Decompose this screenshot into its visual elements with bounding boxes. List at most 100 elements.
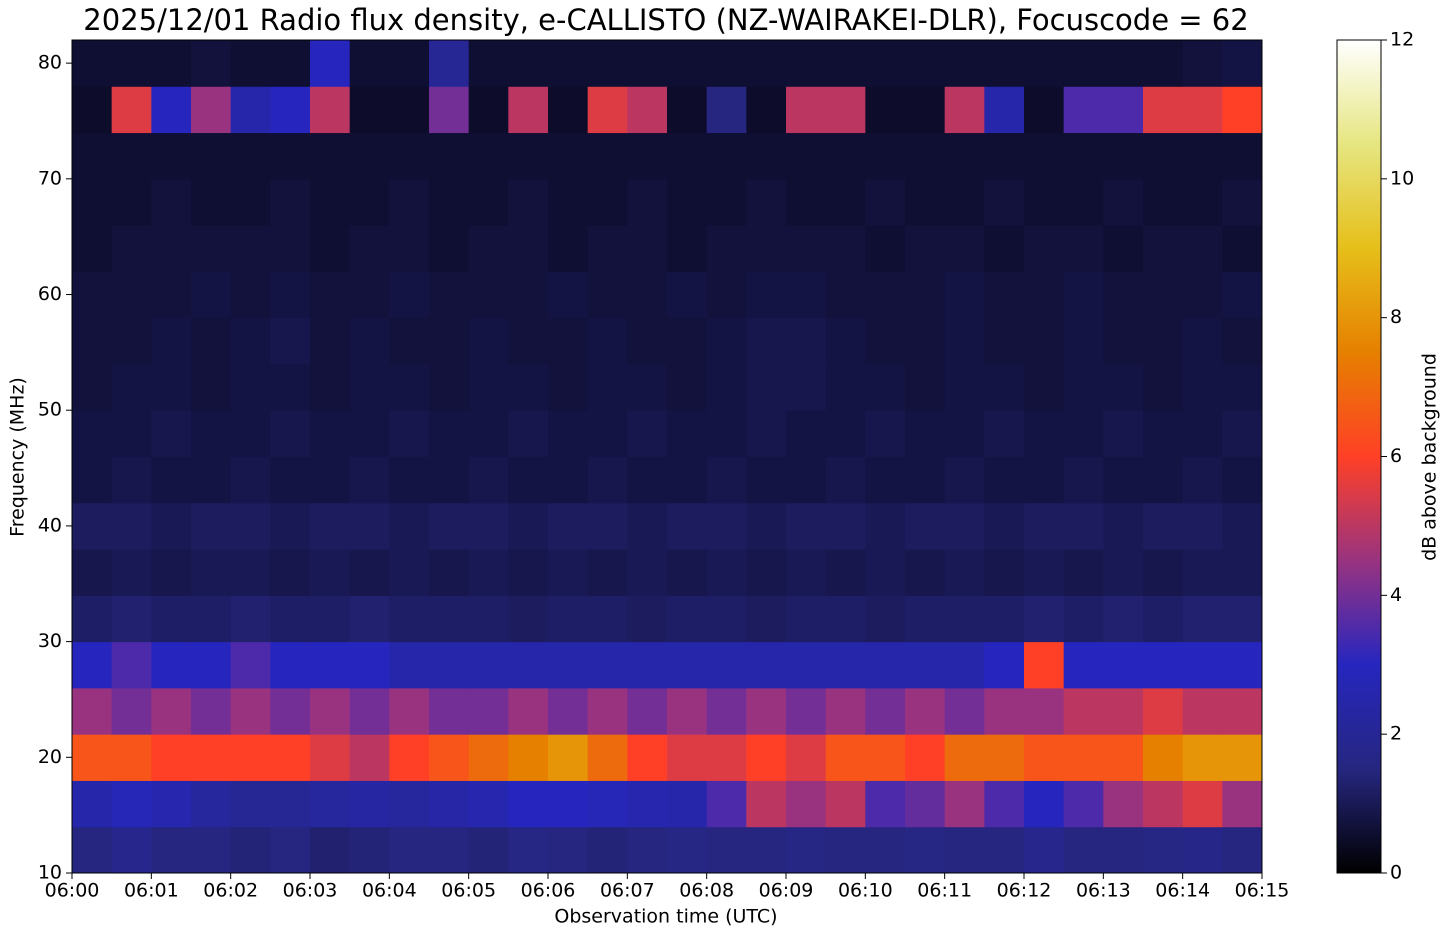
heatmap-cell — [865, 317, 906, 365]
y-tick-label: 60 — [38, 283, 62, 305]
heatmap-cell — [587, 502, 628, 550]
heatmap-cell — [825, 595, 866, 643]
heatmap-cell — [865, 410, 906, 457]
heatmap-cell — [865, 641, 906, 689]
y-tick-label: 20 — [38, 746, 62, 768]
colorbar-tick-label: 4 — [1390, 584, 1402, 606]
heatmap-cell — [429, 687, 470, 735]
heatmap-cell — [905, 595, 946, 643]
heatmap-cell — [468, 780, 509, 828]
heatmap-cell — [429, 132, 470, 180]
heatmap-cell — [151, 641, 192, 689]
heatmap-cell — [429, 641, 470, 689]
heatmap-cell — [1063, 502, 1104, 550]
colorbar-tick-label: 10 — [1390, 167, 1414, 189]
heatmap-cell — [984, 780, 1025, 828]
heatmap-cell — [706, 687, 747, 735]
heatmap-cell — [706, 456, 747, 504]
heatmap-cell — [270, 410, 311, 457]
heatmap-cell — [389, 687, 430, 735]
heatmap-cell — [706, 363, 747, 411]
heatmap-cell — [667, 363, 708, 411]
heatmap-cell — [905, 363, 946, 411]
heatmap-cell — [984, 225, 1025, 272]
heatmap-cell — [786, 687, 827, 735]
heatmap-cell — [1143, 780, 1184, 828]
heatmap-cell — [944, 780, 985, 828]
heatmap-cell — [548, 456, 589, 504]
heatmap-cell — [111, 410, 152, 457]
heatmap-cell — [1103, 410, 1144, 457]
heatmap-cell — [905, 687, 946, 735]
colorbar-label: dB above background — [1419, 353, 1441, 561]
heatmap-cell — [1222, 40, 1263, 87]
heatmap-cell — [865, 826, 906, 874]
heatmap-cell — [72, 132, 113, 180]
heatmap-cell — [468, 456, 509, 504]
heatmap-cell — [1222, 595, 1263, 643]
heatmap-cell — [667, 317, 708, 365]
heatmap-cell — [230, 734, 271, 781]
colorbar-tick-label: 8 — [1390, 306, 1402, 328]
heatmap-cell — [468, 641, 509, 689]
heatmap-cell — [944, 40, 985, 87]
heatmap-cell — [191, 178, 232, 226]
heatmap-cell — [230, 826, 271, 874]
heatmap-cell — [151, 225, 192, 272]
heatmap-cell — [984, 734, 1025, 781]
heatmap-cell — [944, 734, 985, 781]
heatmap-cell — [349, 225, 390, 272]
heatmap-cell — [825, 780, 866, 828]
heatmap-cell — [1103, 641, 1144, 689]
heatmap-cell — [1222, 225, 1263, 272]
heatmap-cell — [587, 410, 628, 457]
heatmap-cell — [1222, 641, 1263, 689]
heatmap-cell — [1024, 225, 1065, 272]
heatmap-cell — [1103, 271, 1144, 319]
heatmap-cell — [389, 549, 430, 596]
x-tick-label: 06:15 — [1235, 880, 1290, 902]
heatmap-cell — [72, 225, 113, 272]
heatmap-cell — [191, 687, 232, 735]
heatmap-cell — [667, 40, 708, 87]
heatmap-cell — [389, 40, 430, 87]
heatmap-cell — [905, 641, 946, 689]
heatmap-cell — [944, 502, 985, 550]
heatmap-cell — [429, 40, 470, 87]
heatmap-cell — [1063, 225, 1104, 272]
heatmap-cell — [1103, 225, 1144, 272]
heatmap-cell — [587, 40, 628, 87]
heatmap-cell — [1024, 549, 1065, 596]
heatmap-cell — [230, 363, 271, 411]
heatmap-cell — [72, 456, 113, 504]
heatmap-cell — [786, 40, 827, 87]
heatmap-cell — [111, 225, 152, 272]
heatmap-cell — [706, 780, 747, 828]
heatmap-cell — [1143, 86, 1184, 134]
heatmap-cell — [72, 40, 113, 87]
heatmap-cell — [349, 317, 390, 365]
heatmap-cell — [746, 780, 787, 828]
heatmap-cell — [111, 641, 152, 689]
heatmap-cell — [429, 410, 470, 457]
heatmap-cell — [944, 225, 985, 272]
heatmap-cell — [1024, 641, 1065, 689]
heatmap-cell — [111, 780, 152, 828]
heatmap-cell — [667, 271, 708, 319]
heatmap-cell — [1103, 317, 1144, 365]
heatmap-cell — [230, 549, 271, 596]
heatmap-cell — [627, 132, 668, 180]
heatmap-cell — [151, 687, 192, 735]
heatmap-cell — [468, 595, 509, 643]
heatmap-cell — [825, 178, 866, 226]
heatmap-cell — [825, 317, 866, 365]
heatmap-cell — [627, 687, 668, 735]
heatmap-cell — [1103, 132, 1144, 180]
heatmap-cell — [706, 410, 747, 457]
heatmap-cell — [468, 271, 509, 319]
heatmap-cell — [706, 826, 747, 874]
heatmap-cell — [746, 178, 787, 226]
x-tick-label: 06:12 — [997, 880, 1052, 902]
heatmap-cell — [825, 271, 866, 319]
heatmap-cell — [1182, 641, 1223, 689]
